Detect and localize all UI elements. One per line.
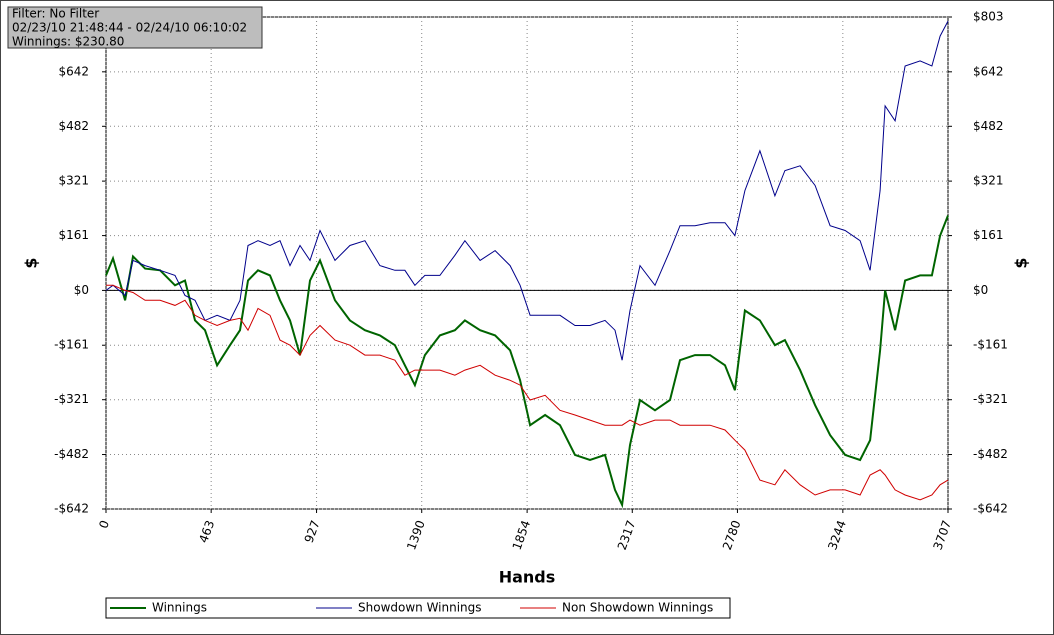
legend [105, 597, 731, 619]
x-tick-label: 0 [96, 518, 112, 530]
y2-tick-label: $321 [973, 174, 1004, 188]
y-tick-label: $0 [74, 283, 89, 297]
y2-tick-label: -$482 [973, 447, 1008, 461]
y-tick-label: $161 [58, 228, 89, 242]
y-tick-label: -$482 [54, 447, 89, 461]
info-line: Filter: No Filter [12, 7, 99, 21]
y2-tick-label: $803 [973, 10, 1004, 24]
legend-label: Non Showdown Winnings [562, 601, 713, 615]
y2-tick-label: $161 [973, 228, 1004, 242]
y2-tick-label: -$321 [973, 392, 1008, 406]
legend-label: Winnings [152, 601, 207, 615]
y-tick-label: $321 [58, 174, 89, 188]
series-line [105, 20, 949, 361]
info-background [7, 6, 263, 49]
y-tick-label: -$642 [54, 502, 89, 516]
y-tick-label: -$161 [54, 338, 89, 352]
series-line [106, 284, 949, 501]
series-line [105, 215, 949, 509]
legend-label: Showdown Winnings [358, 601, 482, 615]
info-line: 02/23/10 21:48:44 - 02/24/10 06:10:02 [12, 21, 247, 35]
y-tick-label: $482 [58, 119, 89, 133]
y-tick-label: -$321 [54, 392, 89, 406]
x-axis-label: Hands [499, 568, 556, 587]
info-line: Winnings: $230.80 [12, 35, 124, 49]
y2-tick-label: $0 [973, 283, 988, 297]
y2-tick-label: -$161 [973, 338, 1008, 352]
info-box: Filter: No Filter 02/23/10 21:48:44 - 02… [7, 6, 263, 49]
y2-tick-label: -$642 [973, 502, 1008, 516]
y-tick-label: $642 [58, 64, 89, 78]
y-axis-label: $ [22, 257, 41, 268]
y2-axis-label: $ [1012, 257, 1031, 268]
y2-tick-label: $642 [973, 64, 1004, 78]
y2-tick-label: $482 [973, 119, 1004, 133]
